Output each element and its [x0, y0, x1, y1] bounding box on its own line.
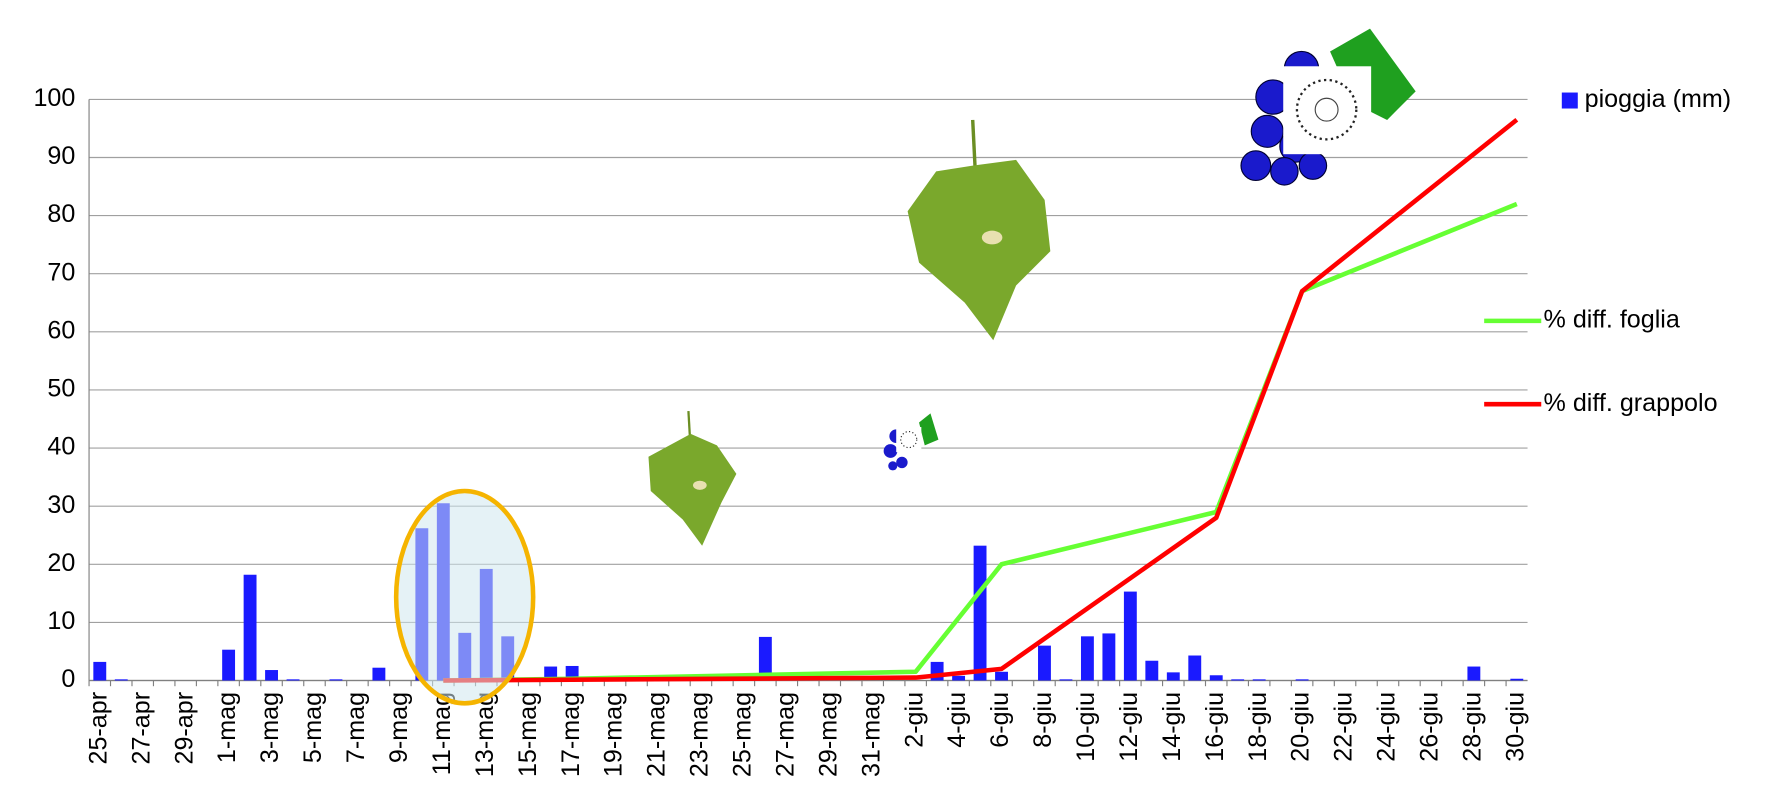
- x-tick-label: 30-giu: [1501, 692, 1529, 762]
- x-tick-label: 21-mag: [643, 692, 671, 777]
- x-tick-label: 15-mag: [514, 692, 542, 777]
- bar: [952, 675, 966, 681]
- x-tick-label: 24-giu: [1373, 692, 1401, 762]
- x-tick-label: 20-giu: [1287, 692, 1315, 762]
- legend-label: pioggia (mm): [1585, 85, 1732, 113]
- bar: [329, 679, 343, 681]
- bar: [1231, 679, 1245, 681]
- x-tick-label: 4-giu: [943, 692, 971, 748]
- bar: [243, 574, 257, 681]
- x-tick-label: 13-mag: [471, 692, 499, 777]
- x-tick-label: 27-apr: [127, 692, 155, 765]
- x-tick-label: 25-mag: [729, 692, 757, 777]
- x-tick-label: 10-giu: [1072, 692, 1100, 762]
- y-tick-label: 60: [47, 316, 75, 344]
- y-tick-label: 10: [47, 607, 75, 635]
- x-tick-label: 23-mag: [686, 692, 714, 777]
- plot: 0 10 20 30 40 50 60 70 80 90 100 25-apr 27-apr 29-apr…: [33, 84, 1529, 777]
- bar: [973, 545, 987, 681]
- leaf-large: [907, 119, 1051, 341]
- x-tick-label: 18-giu: [1244, 692, 1272, 762]
- x-tick-label: 7-mag: [342, 692, 370, 763]
- x-tick-label: 5-mag: [299, 692, 327, 763]
- y-tick-label: 20: [47, 549, 75, 577]
- x-tick-label: 2-giu: [900, 692, 928, 748]
- leaf-small: [648, 410, 737, 546]
- bar: [1080, 636, 1094, 681]
- bar: [758, 636, 772, 681]
- data-marks: [93, 117, 1524, 683]
- x-tick-label: 29-apr: [170, 692, 198, 765]
- bar: [114, 679, 128, 681]
- x-tick-label: 9-mag: [385, 692, 413, 763]
- x-tick-label: 8-giu: [1029, 692, 1057, 748]
- x-tick-label: 29-mag: [814, 692, 842, 777]
- x-tick-label: 11-mag: [428, 692, 456, 775]
- bar: [372, 667, 386, 681]
- y-tick-label: 80: [47, 200, 75, 228]
- highlight-ellipse: [393, 488, 536, 706]
- bar: [1188, 655, 1202, 681]
- bar: [1038, 645, 1051, 681]
- x-tick-label: 12-giu: [1115, 692, 1143, 762]
- bar: [93, 661, 107, 681]
- bar: [1510, 678, 1524, 681]
- bar: [265, 670, 278, 681]
- y-tick-label: 70: [47, 258, 75, 286]
- legend-label: % diff. grappolo: [1544, 389, 1718, 417]
- bar: [1145, 660, 1159, 681]
- x-tick-label: 16-giu: [1201, 692, 1229, 762]
- bar: [1252, 679, 1266, 681]
- x-tick-label: 31-mag: [857, 692, 885, 777]
- bar: [1123, 591, 1137, 681]
- y-tick-label: 90: [47, 142, 75, 170]
- bar: [222, 649, 236, 681]
- bar: [995, 671, 1008, 681]
- x-tick-label: 1-mag: [213, 692, 241, 763]
- y-tick-label: 30: [47, 491, 75, 519]
- legend-swatch: [1561, 92, 1578, 109]
- bar: [286, 679, 300, 681]
- y-tick-label: 0: [61, 665, 75, 693]
- x-tick-label: 28-giu: [1459, 692, 1487, 762]
- x-tick-label: 25-apr: [84, 692, 112, 765]
- x-tick-label: 22-giu: [1330, 692, 1358, 762]
- x-tick-label: 26-giu: [1416, 692, 1444, 762]
- bar: [1295, 679, 1309, 681]
- grape-icon: [1240, 28, 1416, 186]
- legend: pioggia (mm) % diff. foglia % diff. grappo…: [1484, 85, 1731, 417]
- x-tick-label: 3-mag: [256, 692, 284, 763]
- bar: [1166, 672, 1180, 681]
- legend-label: % diff. foglia: [1544, 306, 1680, 334]
- x-tick-label: 14-giu: [1158, 692, 1186, 762]
- bar: [1102, 633, 1116, 681]
- y-tick-label: 40: [47, 433, 75, 461]
- bar: [1059, 679, 1073, 681]
- x-tick-label: 6-giu: [986, 692, 1014, 748]
- bar: [1467, 666, 1481, 681]
- x-tick-label: 19-mag: [600, 692, 628, 777]
- bar: [1209, 675, 1223, 681]
- grape-icon-small: [883, 413, 939, 471]
- y-tick-label: 100: [33, 84, 75, 112]
- x-tick-label: 17-mag: [557, 692, 585, 777]
- x-tick-label: 27-mag: [771, 692, 799, 777]
- y-tick-label: 50: [47, 375, 75, 403]
- line: [443, 117, 1519, 683]
